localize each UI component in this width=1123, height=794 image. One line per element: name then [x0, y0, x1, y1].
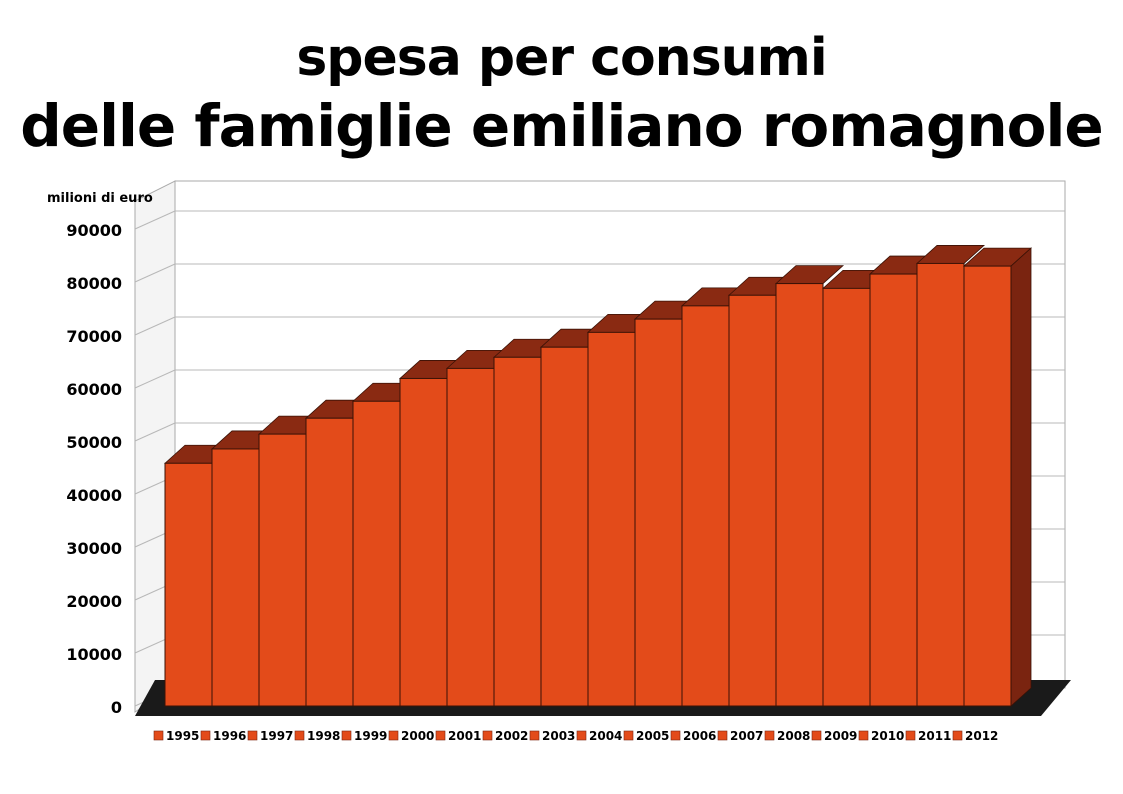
- legend-label: 2007: [730, 729, 763, 743]
- legend-swatch: [294, 730, 305, 741]
- bar-1999: [352, 400, 401, 707]
- legend-label: 2011: [918, 729, 951, 743]
- legend-swatch: [670, 730, 681, 741]
- bar-2000: [399, 377, 448, 707]
- legend-label: 1996: [213, 729, 246, 743]
- legend-swatch: [858, 730, 869, 741]
- y-tick-label: 70000: [66, 327, 122, 346]
- y-tick-label: 60000: [66, 380, 122, 399]
- bar-2006: [681, 305, 730, 707]
- bar-2002: [493, 356, 542, 707]
- gridline-side: [134, 210, 176, 230]
- legend-swatch: [952, 730, 963, 741]
- legend-swatch: [905, 730, 916, 741]
- legend-label: 1995: [166, 729, 199, 743]
- legend-swatch: [435, 730, 446, 741]
- bar-1997: [258, 433, 307, 707]
- y-tick-label: 40000: [66, 486, 122, 505]
- y-axis-label: milioni di euro: [47, 191, 153, 206]
- legend-swatch: [341, 730, 352, 741]
- bar-1996: [211, 448, 260, 707]
- bar-2005: [634, 318, 683, 707]
- legend-label: 2001: [448, 729, 481, 743]
- y-tick-label: 90000: [66, 221, 122, 240]
- bar-1998: [305, 417, 354, 707]
- y-tick-label: 30000: [66, 539, 122, 558]
- gridline-side: [134, 369, 176, 389]
- gridline-side: [134, 316, 176, 336]
- legend-swatch: [811, 730, 822, 741]
- bar-side-2012: [1010, 247, 1032, 707]
- y-tick-label: 20000: [66, 592, 122, 611]
- legend-label: 2005: [636, 729, 669, 743]
- legend-swatch: [764, 730, 775, 741]
- bar-1995: [164, 462, 213, 707]
- legend-swatch: [200, 730, 211, 741]
- legend-label: 2012: [965, 729, 998, 743]
- bar-2001: [446, 367, 495, 707]
- legend-swatch: [482, 730, 493, 741]
- bar-2004: [587, 331, 636, 707]
- bar-2011: [916, 262, 965, 707]
- legend-swatch: [623, 730, 634, 741]
- legend-label: 2003: [542, 729, 575, 743]
- legend-swatch: [388, 730, 399, 741]
- bar-2003: [540, 346, 589, 707]
- legend-swatch: [576, 730, 587, 741]
- y-tick-label: 80000: [66, 274, 122, 293]
- legend-label: 2008: [777, 729, 810, 743]
- gridline-side: [134, 422, 176, 442]
- legend-swatch: [717, 730, 728, 741]
- legend-label: 2002: [495, 729, 528, 743]
- legend-label: 1998: [307, 729, 340, 743]
- legend-swatch: [153, 730, 164, 741]
- legend-label: 2010: [871, 729, 904, 743]
- chart-title-line-2: delle famiglie emiliano romagnole: [20, 92, 1103, 160]
- legend-swatch: [247, 730, 258, 741]
- bar-2012: [963, 265, 1012, 707]
- bar-2008: [775, 283, 824, 707]
- y-tick-label: 50000: [66, 433, 122, 452]
- legend-label: 1997: [260, 729, 293, 743]
- legend-label: 2000: [401, 729, 434, 743]
- legend-label: 1999: [354, 729, 387, 743]
- y-tick-label: 10000: [66, 645, 122, 664]
- y-tick-label: 0: [111, 698, 122, 717]
- bar-2010: [869, 273, 918, 707]
- legend-label: 2006: [683, 729, 716, 743]
- gridline-side: [134, 263, 176, 283]
- legend-label: 2009: [824, 729, 857, 743]
- bar-2007: [728, 294, 777, 707]
- legend-swatch: [529, 730, 540, 741]
- bar-2009: [822, 287, 871, 707]
- chart-title-line-1: spesa per consumi: [296, 28, 827, 88]
- legend-label: 2004: [589, 729, 622, 743]
